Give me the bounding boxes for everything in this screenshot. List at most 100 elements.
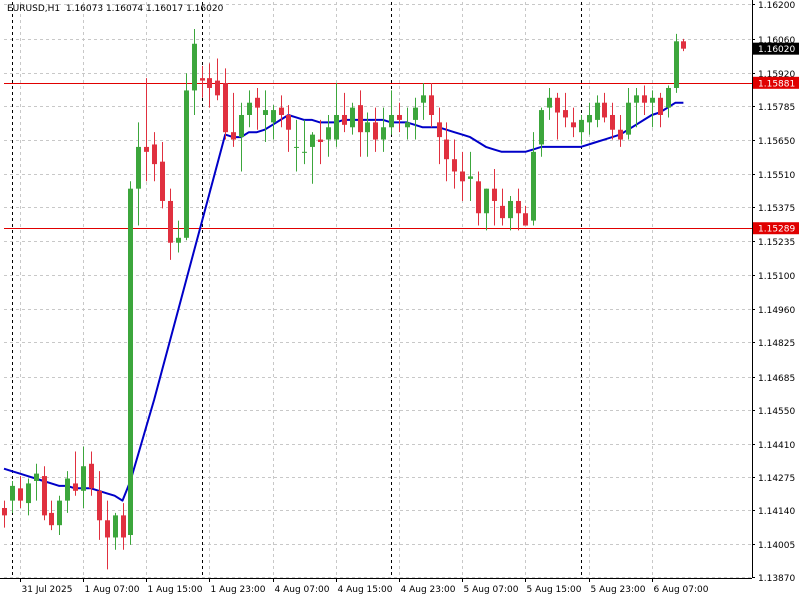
candle-body	[460, 171, 465, 182]
candle	[350, 102, 355, 135]
x-tick-label: 5 Aug 23:00	[591, 585, 646, 595]
candle	[223, 68, 228, 140]
candle-body	[326, 127, 331, 140]
candle	[421, 83, 426, 120]
candle-body	[263, 110, 268, 115]
candle-body	[381, 127, 386, 140]
candle-body	[192, 43, 197, 91]
candle	[610, 102, 615, 140]
candle-body	[413, 107, 418, 120]
candle-body	[255, 97, 260, 108]
candle	[200, 65, 205, 98]
candle-body	[523, 213, 528, 226]
candle-body	[429, 95, 434, 115]
candle-body	[531, 151, 536, 221]
candle	[373, 107, 378, 152]
candle-body	[421, 95, 426, 103]
candle-body	[279, 107, 284, 115]
candle-body	[365, 122, 370, 133]
candle-body	[184, 90, 189, 238]
candle	[555, 92, 560, 140]
candle	[302, 119, 307, 165]
candle-body	[247, 102, 252, 115]
candle	[42, 466, 47, 521]
candle	[279, 95, 284, 128]
candle	[231, 92, 236, 147]
level-price-tag-label: 1.15881	[758, 79, 795, 89]
y-tick-label: 1.15375	[758, 204, 795, 214]
candle-body	[610, 114, 615, 130]
candle	[73, 451, 78, 496]
candle	[128, 181, 133, 545]
y-tick-label: 1.14410	[758, 441, 795, 451]
candle	[358, 90, 363, 157]
candle	[579, 114, 584, 145]
candle-body	[302, 151, 307, 153]
candle	[176, 220, 181, 253]
chart-title: EURUSD,H1 1.16073 1.16074 1.16017 1.1602…	[7, 4, 223, 14]
candle	[429, 83, 434, 128]
x-tick-label: 6 Aug 07:00	[654, 585, 709, 595]
candle-body	[389, 114, 394, 128]
x-tick-label: 1 Aug 15:00	[148, 585, 203, 595]
candle-body	[397, 114, 402, 120]
candle	[18, 476, 23, 508]
candle-body	[492, 188, 497, 201]
candle-body	[18, 488, 23, 501]
x-tick-label: 4 Aug 15:00	[338, 585, 393, 595]
candle	[26, 478, 31, 516]
candle	[152, 132, 157, 182]
candle-body	[176, 237, 181, 243]
candle-body	[437, 122, 442, 138]
candle	[81, 446, 86, 508]
candle-body	[105, 520, 110, 538]
candle	[255, 87, 260, 130]
ohlc-values: 1.16073 1.16074 1.16017 1.16020	[65, 4, 224, 14]
candle	[468, 151, 473, 201]
day-separators	[12, 2, 582, 578]
y-axis-labels: 1.16200 1.16060 1.15920 1.15785 1.15650 1.155…	[752, 1, 795, 584]
candle	[460, 151, 465, 201]
candle-body	[215, 80, 220, 96]
candle	[207, 63, 212, 108]
candle-body	[555, 97, 560, 113]
candle-body	[358, 105, 363, 133]
candle	[634, 87, 639, 128]
candle	[523, 205, 528, 226]
candle-body	[200, 78, 205, 81]
candle-body	[681, 41, 686, 49]
candle-body	[239, 114, 244, 138]
candle-body	[444, 139, 449, 160]
candle	[247, 90, 252, 128]
candle-body	[73, 483, 78, 491]
candle	[136, 122, 141, 226]
candle-body	[223, 83, 228, 133]
candle-body	[168, 200, 173, 243]
candle	[342, 92, 347, 133]
candle	[10, 480, 15, 513]
candle-body	[626, 102, 631, 135]
y-tick-label: 1.15920	[758, 70, 795, 80]
candle-body	[500, 205, 505, 219]
candle	[650, 90, 655, 128]
candle	[674, 33, 679, 93]
x-tick-label: 5 Aug 07:00	[464, 585, 519, 595]
candle-body	[10, 485, 15, 501]
axes	[0, 0, 753, 579]
candle-body	[579, 119, 584, 133]
candle	[271, 105, 276, 140]
candle-body	[618, 129, 623, 140]
candle-body	[350, 107, 355, 128]
candle-body	[42, 476, 47, 516]
candle	[97, 471, 102, 540]
y-tick-label: 1.15235	[758, 238, 795, 248]
level-price-tag	[753, 76, 799, 89]
candle	[618, 114, 623, 147]
candle	[121, 503, 126, 550]
candle	[681, 38, 686, 52]
candle	[105, 500, 110, 570]
x-tick-label: 31 Jul 2025	[22, 585, 73, 595]
candle	[168, 188, 173, 260]
